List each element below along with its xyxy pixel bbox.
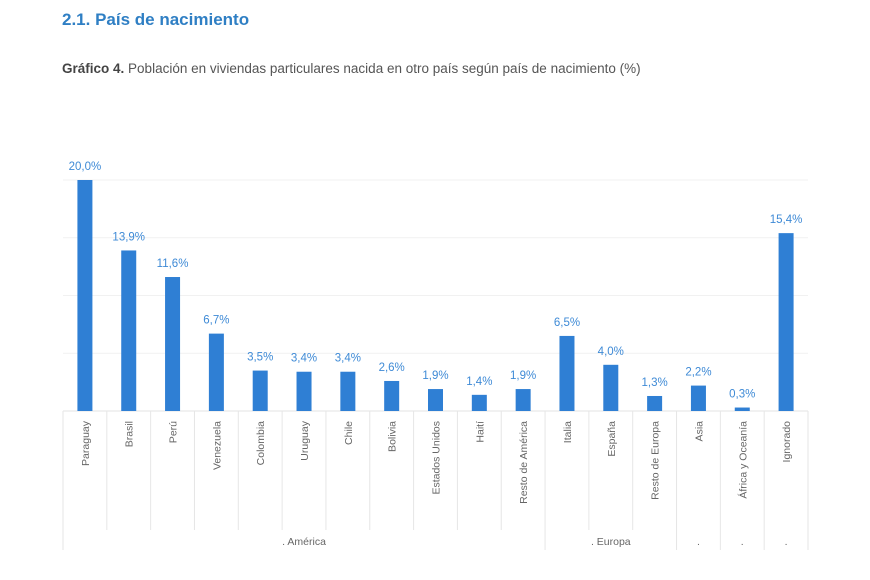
bar: [471, 394, 487, 411]
data-label: 20,0%: [69, 161, 102, 173]
bar: [559, 335, 575, 411]
data-label: 15,4%: [770, 214, 803, 226]
category-label: Estados Unidos: [431, 421, 443, 495]
group-label: . América: [282, 536, 326, 548]
group-label: . Europa: [591, 536, 631, 548]
bar: [340, 371, 356, 411]
data-label: 4,0%: [598, 346, 624, 358]
figure-label: Gráfico 4.: [62, 61, 125, 76]
data-label: 1,9%: [510, 370, 536, 382]
data-label: 6,5%: [554, 317, 580, 329]
category-label: Bolivia: [387, 421, 399, 452]
category-label: África y Oceanía: [736, 421, 749, 499]
bar: [384, 380, 400, 411]
category-label: Paraguay: [80, 420, 92, 466]
data-label: 3,5%: [247, 352, 273, 364]
category-label: Colombia: [255, 421, 267, 466]
category-label: Resto de Europa: [650, 421, 662, 500]
figure-caption: Gráfico 4. Población en viviendas partic…: [62, 61, 641, 76]
category-label: Uruguay: [299, 420, 311, 460]
data-label: 3,4%: [291, 353, 317, 365]
bar: [121, 250, 137, 411]
bar: [208, 333, 224, 411]
category-label: Venezuela: [211, 421, 223, 470]
bar: [778, 233, 794, 411]
data-label: 2,6%: [379, 362, 405, 374]
category-label: Italia: [562, 421, 574, 443]
category-label: España: [606, 421, 618, 457]
data-label: 2,2%: [685, 367, 711, 379]
bar: [647, 395, 663, 411]
category-label: Ignorado: [781, 421, 793, 463]
data-label: 11,6%: [157, 258, 189, 270]
bar: [515, 389, 531, 411]
bar: [734, 407, 750, 411]
bar: [603, 364, 619, 411]
category-label: Resto de América: [518, 421, 530, 504]
data-label: 6,7%: [203, 315, 229, 327]
bar: [77, 180, 93, 411]
data-label: 1,4%: [466, 376, 492, 388]
category-label: Perú: [168, 421, 180, 443]
bar: [165, 277, 181, 411]
category-label: Haití: [474, 421, 486, 443]
category-label: Brasil: [124, 421, 136, 447]
section-title: 2.1. País de nacimiento: [62, 10, 250, 29]
bar: [690, 385, 706, 411]
data-label: 3,4%: [335, 353, 361, 365]
data-label: 13,9%: [112, 231, 145, 243]
bar: [428, 389, 443, 411]
group-label: .: [785, 536, 788, 548]
data-label: 1,9%: [422, 370, 448, 382]
figure-title: Población en viviendas particulares naci…: [128, 61, 641, 76]
group-label: .: [697, 536, 700, 548]
bar: [252, 370, 268, 411]
group-label: .: [741, 536, 744, 548]
bar: [296, 371, 312, 411]
category-label: Chile: [343, 421, 355, 445]
data-label: 0,3%: [729, 389, 755, 401]
data-label: 1,3%: [642, 377, 668, 389]
category-label: Asia: [693, 421, 705, 442]
